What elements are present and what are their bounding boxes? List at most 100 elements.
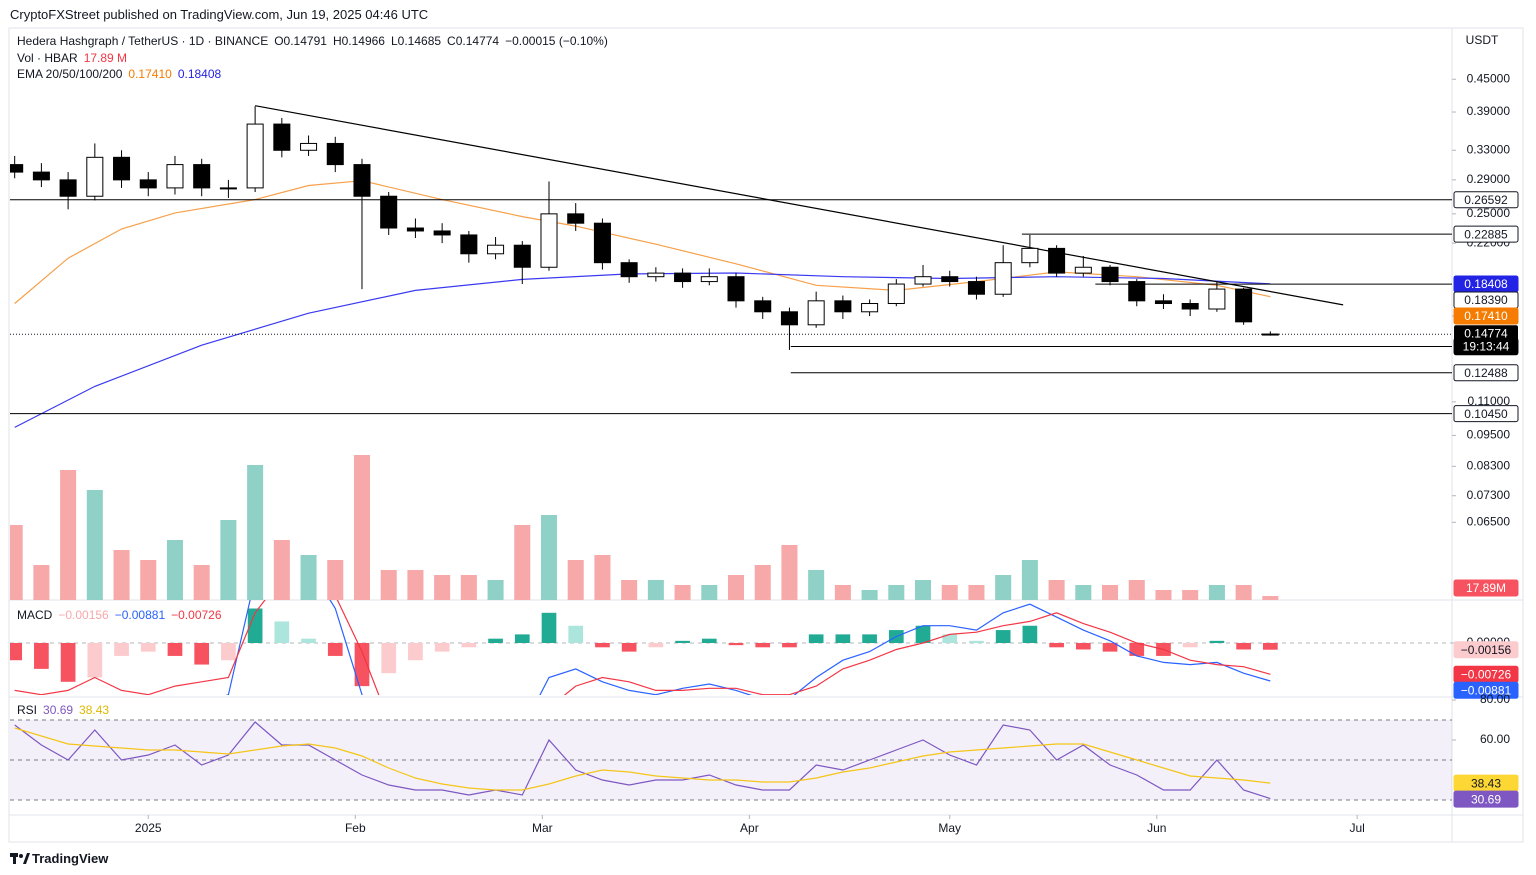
candle-body [1154, 300, 1172, 305]
y-tick-label: 60.00 [1480, 732, 1510, 746]
macd-histogram [755, 642, 771, 648]
volume-bar [567, 560, 584, 600]
macd-histogram [1049, 642, 1064, 648]
price-label: 30.69 [1471, 792, 1501, 806]
price-label-box [1453, 405, 1519, 423]
macd-histogram [1102, 642, 1118, 652]
macd-histogram [87, 642, 103, 678]
last-price-label: 0.14774 [1464, 326, 1508, 340]
price-axis: 0.450000.390000.330000.290000.250000.220… [1452, 71, 1519, 597]
candle-body [967, 281, 985, 295]
macd-pane [10, 600, 1452, 695]
macd-histogram [247, 608, 263, 643]
macd-histogram [514, 634, 530, 643]
macd-axis: 0.00000−0.00156−0.00726−0.00881 [1452, 635, 1519, 699]
volume-bar [1182, 590, 1199, 600]
volume-bar [1208, 585, 1225, 600]
volume-bar [353, 455, 370, 600]
macd-histogram [915, 625, 931, 643]
volume-bar [247, 465, 264, 600]
ohlc: C0.14774 [447, 34, 500, 48]
macd-histogram [675, 640, 690, 643]
macd-legend: MACD −0.00156 −0.00881 −0.00726 [17, 608, 228, 622]
candle-body [861, 303, 879, 313]
price-label: 0.18408 [1464, 277, 1508, 291]
macd-histogram [461, 642, 477, 648]
macd-histogram [621, 642, 637, 652]
macd-histogram [782, 642, 797, 648]
macd-line [225, 600, 1271, 695]
price-label-box [1453, 641, 1519, 659]
candle-body [433, 230, 451, 236]
price-label-box [1453, 307, 1519, 325]
rsi-value: 38.43 [79, 703, 110, 717]
volume-bar [1262, 596, 1279, 600]
change: −0.00015 (−0.10%) [505, 34, 608, 48]
macd-histogram [34, 642, 49, 669]
volume-bar [1128, 580, 1145, 600]
x-tick-label: Mar [532, 821, 553, 835]
currency: USDT [1466, 33, 1499, 47]
macd-histogram [1236, 642, 1251, 650]
candle-body [567, 213, 585, 224]
volume-bar [915, 580, 932, 600]
volume-bar [594, 555, 611, 600]
volume-bar [727, 575, 745, 600]
publisher: CryptoFXStreet published on TradingView.… [10, 7, 429, 22]
candle-body [1048, 247, 1066, 274]
macd-histogram [434, 642, 450, 652]
y-tick-label: 80.00 [1480, 692, 1510, 706]
volume-bar [273, 540, 290, 600]
volume-bar [193, 565, 210, 600]
volume-bar [621, 580, 638, 600]
y-tick-label: 0.45000 [1467, 71, 1511, 85]
volume [10, 455, 1279, 600]
macd-histogram [488, 638, 503, 643]
candle-body [139, 179, 157, 189]
macd-histogram [408, 642, 423, 661]
volume-value: 17.89 M [83, 51, 128, 65]
macd-histogram [1182, 642, 1198, 648]
macd-histogram [301, 638, 316, 643]
ema-line [14, 272, 1271, 428]
candle-body [300, 142, 318, 151]
volume-bar [834, 585, 851, 600]
macd-histogram [140, 642, 156, 652]
macd-histogram [648, 642, 664, 648]
macd-histogram [541, 612, 557, 643]
candle-body [807, 300, 825, 326]
price-label: 0.12488 [1464, 366, 1508, 380]
candle-body [540, 213, 558, 268]
candle-body [674, 272, 692, 283]
macd-title: MACD [17, 608, 53, 622]
candle-body [193, 164, 211, 189]
macd-histogram [274, 621, 290, 643]
rsi-axis: 80.00 60.00 38.43 30.69 [1452, 692, 1519, 808]
candle-body [10, 164, 24, 173]
volume-bar [487, 580, 504, 600]
candle-body [700, 276, 718, 283]
volume-bar [434, 575, 451, 600]
volume-bar [674, 585, 691, 600]
volume-bar [540, 515, 558, 600]
price-label: −0.00726 [1461, 667, 1512, 681]
candle-body [780, 311, 798, 326]
volume-bar [647, 580, 664, 600]
macd-histogram [835, 634, 851, 643]
macd-histogram [862, 634, 877, 643]
x-tick-label: May [938, 821, 961, 835]
brand: TradingView [32, 851, 109, 866]
trendline [255, 105, 1344, 306]
volume-bar [781, 545, 798, 600]
candle-body [727, 276, 745, 302]
candle-body [86, 156, 104, 197]
macd-histogram [194, 642, 210, 665]
volume-bar [60, 470, 77, 600]
macd-histogram [995, 630, 1011, 643]
candle-body [941, 276, 959, 283]
volume-bar [941, 585, 958, 600]
rsi-title: RSI [17, 703, 38, 717]
candle-body [1261, 333, 1279, 336]
x-tick-label: Apr [740, 821, 759, 835]
